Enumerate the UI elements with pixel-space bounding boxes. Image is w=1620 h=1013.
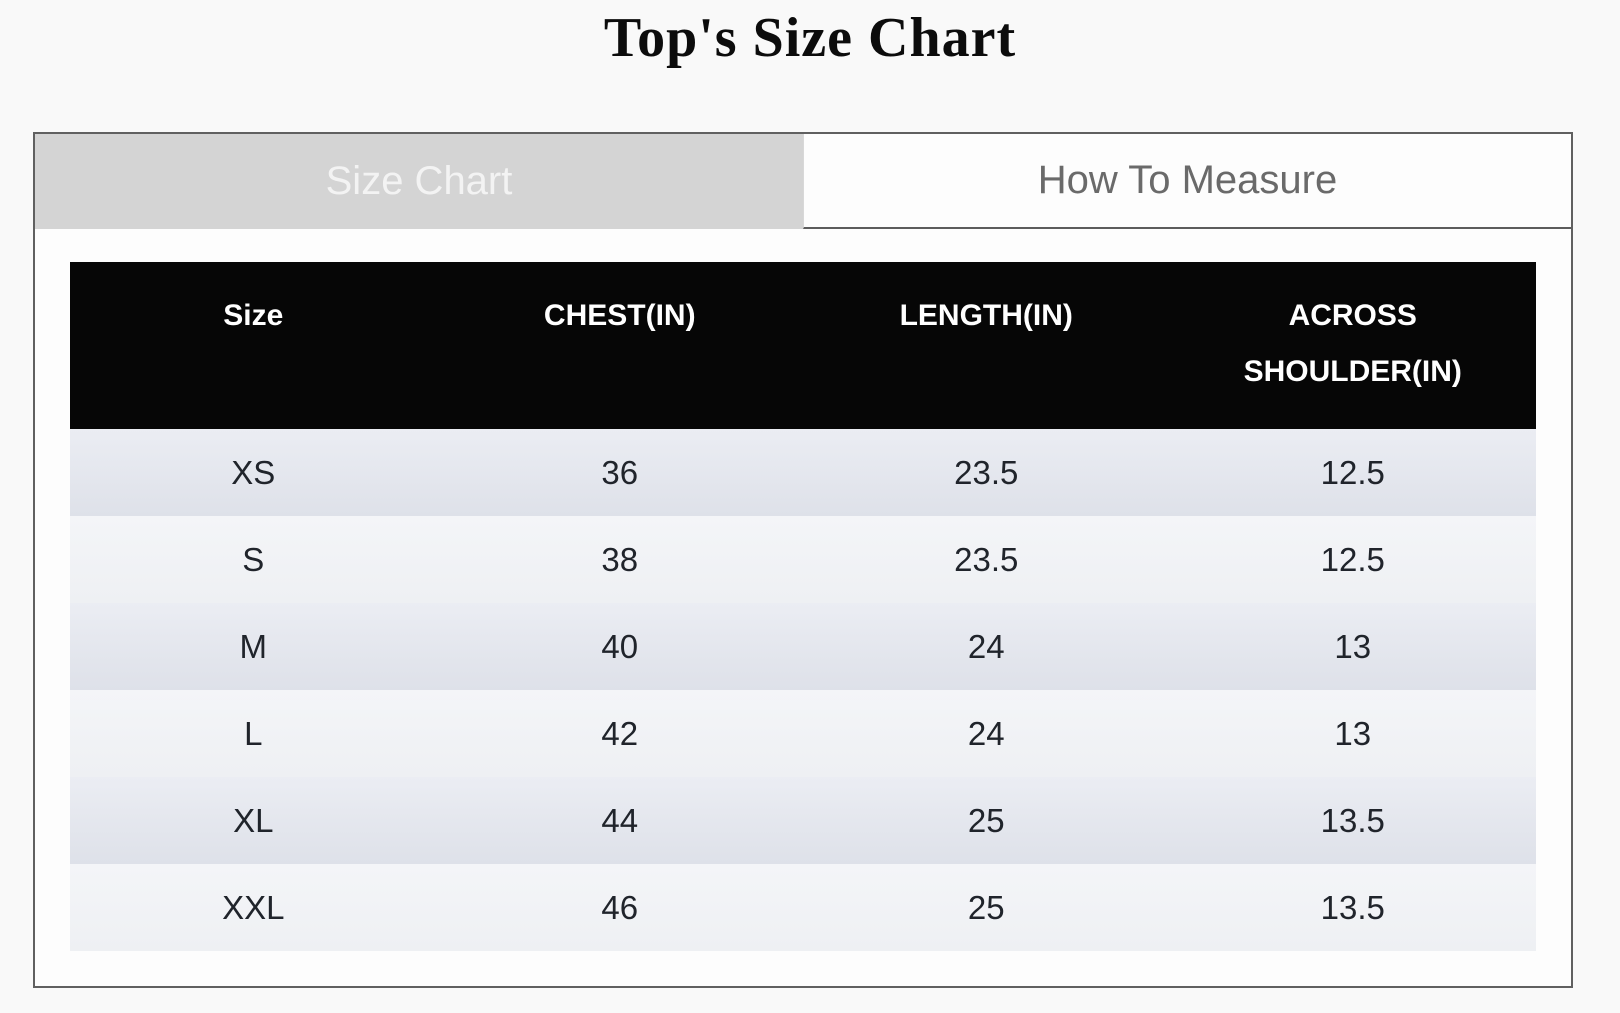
table-cell: 25 <box>803 777 1170 864</box>
table-cell: L <box>70 690 437 777</box>
table-row-m: M 40 24 13 <box>70 603 1536 690</box>
table-cell: 12.5 <box>1169 516 1536 603</box>
table-cell: 13 <box>1169 603 1536 690</box>
table-cell: 46 <box>436 864 803 951</box>
table-cell: 13.5 <box>1169 777 1536 864</box>
tab-bar: Size Chart How To Measure <box>35 134 1571 229</box>
table-cell: 38 <box>436 516 803 603</box>
tab-size-chart[interactable]: Size Chart <box>35 134 803 229</box>
table-header-row: Size CHEST(IN) LENGTH(IN) ACROSS SHOULDE… <box>70 262 1536 429</box>
table-cell: 40 <box>436 603 803 690</box>
table-row-l: L 42 24 13 <box>70 690 1536 777</box>
size-chart-table: Size CHEST(IN) LENGTH(IN) ACROSS SHOULDE… <box>70 262 1536 951</box>
table-cell: S <box>70 516 437 603</box>
table-cell: 42 <box>436 690 803 777</box>
table-row-xxl: XXL 46 25 13.5 <box>70 864 1536 951</box>
table-row-s: S 38 23.5 12.5 <box>70 516 1536 603</box>
tab-how-to-measure[interactable]: How To Measure <box>803 134 1571 229</box>
table-cell: 23.5 <box>803 516 1170 603</box>
column-header-size: Size <box>70 262 437 429</box>
table-cell: M <box>70 603 437 690</box>
table-cell: 44 <box>436 777 803 864</box>
column-header-across-shoulder: ACROSS SHOULDER(IN) <box>1169 262 1536 429</box>
table-row-xl: XL 44 25 13.5 <box>70 777 1536 864</box>
table-cell: 24 <box>803 603 1170 690</box>
table-cell: 13 <box>1169 690 1536 777</box>
tab-panel: Size CHEST(IN) LENGTH(IN) ACROSS SHOULDE… <box>35 229 1571 951</box>
table-cell: XXL <box>70 864 437 951</box>
column-header-chest: CHEST(IN) <box>436 262 803 429</box>
table-row-xs: XS 36 23.5 12.5 <box>70 429 1536 516</box>
table-cell: XL <box>70 777 437 864</box>
column-header-length: LENGTH(IN) <box>803 262 1170 429</box>
table-cell: 23.5 <box>803 429 1170 516</box>
table-cell: 36 <box>436 429 803 516</box>
table-cell: XS <box>70 429 437 516</box>
size-chart-panel: Size Chart How To Measure Size CHEST(IN)… <box>33 132 1573 988</box>
table-cell: 24 <box>803 690 1170 777</box>
table-cell: 12.5 <box>1169 429 1536 516</box>
page-title: Top's Size Chart <box>603 7 1017 69</box>
table-cell: 25 <box>803 864 1170 951</box>
table-cell: 13.5 <box>1169 864 1536 951</box>
